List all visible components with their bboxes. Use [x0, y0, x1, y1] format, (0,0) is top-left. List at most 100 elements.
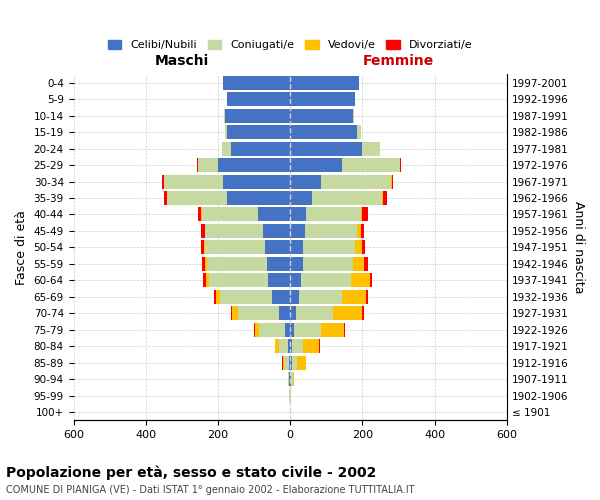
Bar: [343, 290, 366, 304]
Bar: [361, 208, 362, 222]
Y-axis label: Fasce di età: Fasce di età: [15, 210, 28, 285]
Bar: [343, 158, 400, 172]
Bar: [357, 125, 361, 139]
Bar: [299, 290, 343, 304]
Bar: [275, 339, 279, 353]
Bar: [382, 191, 383, 205]
Bar: [225, 108, 290, 122]
Bar: [290, 224, 305, 238]
Bar: [362, 208, 368, 222]
Bar: [209, 274, 268, 287]
Bar: [221, 142, 230, 156]
Bar: [206, 274, 209, 287]
Bar: [214, 290, 216, 304]
Bar: [268, 274, 290, 287]
Bar: [357, 224, 361, 238]
Bar: [290, 339, 292, 353]
Bar: [366, 290, 368, 304]
Bar: [355, 240, 362, 254]
Bar: [167, 191, 227, 205]
Bar: [201, 224, 205, 238]
Bar: [164, 191, 167, 205]
Bar: [383, 191, 387, 205]
Bar: [294, 322, 321, 336]
Bar: [290, 290, 299, 304]
Bar: [162, 174, 164, 188]
Bar: [362, 306, 364, 320]
Bar: [303, 257, 353, 271]
Bar: [290, 208, 307, 222]
Bar: [227, 92, 290, 106]
Bar: [231, 306, 232, 320]
Bar: [290, 125, 357, 139]
Bar: [266, 257, 290, 271]
Bar: [290, 142, 362, 156]
Bar: [205, 224, 263, 238]
Bar: [344, 322, 346, 336]
Bar: [290, 356, 292, 370]
Bar: [321, 322, 344, 336]
Bar: [290, 191, 312, 205]
Bar: [223, 76, 290, 90]
Bar: [291, 372, 293, 386]
Bar: [290, 240, 303, 254]
Bar: [297, 356, 306, 370]
Bar: [220, 290, 272, 304]
Bar: [263, 224, 290, 238]
Bar: [303, 240, 355, 254]
Bar: [202, 208, 257, 222]
Bar: [392, 174, 394, 188]
Bar: [290, 108, 353, 122]
Bar: [227, 125, 290, 139]
Bar: [223, 174, 290, 188]
Bar: [257, 208, 290, 222]
Text: Popolazione per età, sesso e stato civile - 2002: Popolazione per età, sesso e stato civil…: [6, 465, 376, 479]
Text: Maschi: Maschi: [155, 54, 209, 68]
Bar: [289, 356, 290, 370]
Bar: [254, 322, 255, 336]
Bar: [292, 339, 303, 353]
Bar: [290, 92, 355, 106]
Bar: [353, 108, 355, 122]
Bar: [198, 208, 202, 222]
Bar: [312, 191, 382, 205]
Bar: [290, 174, 321, 188]
Bar: [207, 257, 266, 271]
Bar: [361, 224, 364, 238]
Bar: [197, 158, 198, 172]
Bar: [238, 306, 279, 320]
Bar: [362, 142, 380, 156]
Bar: [364, 257, 368, 271]
Bar: [279, 339, 288, 353]
Bar: [224, 108, 225, 122]
Bar: [319, 339, 320, 353]
Bar: [284, 356, 289, 370]
Bar: [352, 274, 370, 287]
Bar: [370, 274, 373, 287]
Bar: [164, 174, 223, 188]
Bar: [227, 191, 290, 205]
Bar: [296, 306, 334, 320]
Bar: [232, 306, 238, 320]
Bar: [305, 224, 357, 238]
Bar: [203, 274, 206, 287]
Bar: [334, 306, 362, 320]
Bar: [279, 306, 290, 320]
Bar: [362, 240, 365, 254]
Bar: [259, 322, 285, 336]
Bar: [230, 142, 290, 156]
Bar: [265, 240, 290, 254]
Bar: [285, 322, 290, 336]
Bar: [205, 240, 265, 254]
Bar: [289, 372, 290, 386]
Bar: [290, 158, 343, 172]
Bar: [301, 274, 352, 287]
Bar: [288, 372, 289, 386]
Bar: [202, 257, 205, 271]
Bar: [290, 257, 303, 271]
Bar: [283, 356, 284, 370]
Bar: [216, 290, 220, 304]
Bar: [290, 76, 359, 90]
Bar: [255, 322, 259, 336]
Bar: [290, 372, 291, 386]
